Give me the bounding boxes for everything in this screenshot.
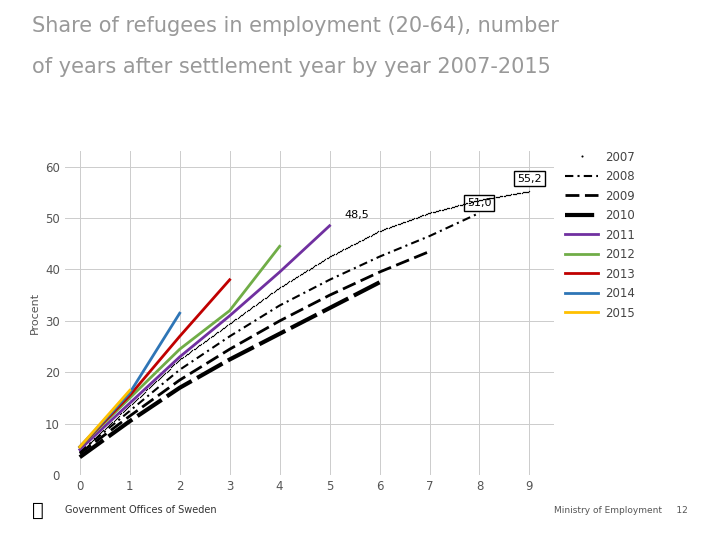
- Text: Government Offices of Sweden: Government Offices of Sweden: [65, 505, 217, 515]
- Text: Share of refugees in employment (20-64), number: Share of refugees in employment (20-64),…: [32, 16, 559, 36]
- Text: 48,5: 48,5: [345, 210, 369, 220]
- Legend: 2007, 2008, 2009, 2010, 2011, 2012, 2013, 2014, 2015: 2007, 2008, 2009, 2010, 2011, 2012, 2013…: [565, 151, 635, 320]
- Text: 51,0: 51,0: [467, 198, 492, 208]
- Y-axis label: Procent: Procent: [30, 292, 40, 334]
- Text: 🏛: 🏛: [32, 501, 44, 520]
- Text: 55,2: 55,2: [517, 173, 541, 184]
- Text: of years after settlement year by year 2007-2015: of years after settlement year by year 2…: [32, 57, 552, 77]
- Text: Ministry of Employment     12: Ministry of Employment 12: [554, 506, 688, 515]
